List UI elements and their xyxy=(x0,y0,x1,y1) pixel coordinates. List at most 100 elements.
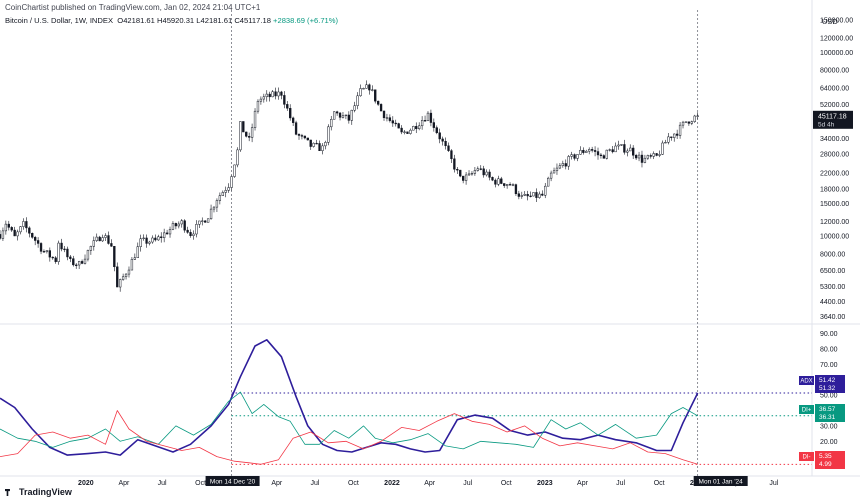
candle-body xyxy=(98,236,101,242)
candle-body xyxy=(86,250,90,260)
candle-body xyxy=(441,138,444,142)
candle-body xyxy=(353,105,356,111)
candle-body xyxy=(19,226,22,233)
candle-body xyxy=(482,168,485,176)
candle-body xyxy=(151,237,154,243)
tradingview-logo-text: TradingView xyxy=(19,487,72,497)
di-plus-value-tag-bg xyxy=(815,404,845,422)
price-tick-label: 64000.00 xyxy=(820,85,849,92)
candle-body xyxy=(476,168,479,171)
crosshair-date-label-bg xyxy=(205,476,260,486)
candle-body xyxy=(277,91,280,97)
price-tick-label: 34000.00 xyxy=(820,136,849,143)
candle-body xyxy=(324,142,327,147)
time-tick-label: Jul xyxy=(310,480,319,487)
candle-body xyxy=(63,248,66,251)
candle-body xyxy=(658,154,661,156)
time-tick-label: Oct xyxy=(348,480,359,487)
candle-body xyxy=(77,261,81,266)
time-tick-label: Oct xyxy=(654,480,665,487)
candle-body xyxy=(420,120,424,127)
candle-body xyxy=(4,223,8,232)
candle-body xyxy=(418,125,421,130)
candle-body xyxy=(350,109,353,121)
candle-body xyxy=(567,156,570,167)
candle-body xyxy=(661,142,664,155)
candle-body xyxy=(142,237,145,240)
di-plus-value-tag: 36.31 xyxy=(819,414,836,421)
candle-body xyxy=(256,100,260,112)
ohlc-change: +2838.69 (+6.71%) xyxy=(273,16,339,25)
candle-body xyxy=(570,154,573,157)
candle-body xyxy=(614,145,617,153)
di-plus-value-tag: 36.57 xyxy=(819,406,836,413)
candle-body xyxy=(365,84,368,89)
adx-line xyxy=(0,339,699,456)
candle-body xyxy=(201,220,204,222)
candle-body xyxy=(51,256,54,259)
candle-body xyxy=(154,237,157,241)
adx-value-tag-bg xyxy=(815,375,845,393)
candle-body xyxy=(248,136,251,138)
candle-body xyxy=(83,258,87,264)
candle-body xyxy=(148,241,151,244)
candle-body xyxy=(239,121,242,151)
candle-body xyxy=(406,131,409,134)
candle-body xyxy=(72,258,75,266)
ohlc-open: O42181.61 xyxy=(117,16,155,25)
candle-body xyxy=(209,208,213,220)
candle-body xyxy=(341,115,345,118)
symbol-name: Bitcoin / U.S. Dollar, 1W, INDEX xyxy=(5,16,114,25)
candle-body xyxy=(649,155,652,157)
candle-body xyxy=(69,256,72,259)
price-tick-label: 15000.00 xyxy=(820,201,849,208)
candle-body xyxy=(233,164,236,177)
candle-body xyxy=(104,235,107,238)
tradingview-logo[interactable]: TradingView xyxy=(5,487,72,497)
candle-body xyxy=(180,220,183,225)
candle-body xyxy=(678,124,682,136)
candle-body xyxy=(259,98,263,102)
candle-body xyxy=(136,246,139,258)
candle-body xyxy=(485,171,488,176)
candle-body xyxy=(505,184,509,186)
candle-body xyxy=(585,150,588,153)
candle-body xyxy=(300,135,304,137)
candle-body xyxy=(602,155,606,159)
candle-body xyxy=(520,195,523,197)
candle-body xyxy=(459,169,462,177)
candle-body xyxy=(28,227,31,234)
candle-body xyxy=(412,126,415,131)
candle-body xyxy=(640,154,644,163)
candle-body xyxy=(605,149,608,159)
candle-body xyxy=(664,142,667,144)
time-tick-label: Oct xyxy=(501,480,512,487)
candle-body xyxy=(121,276,125,280)
di-minus-value-tag-bg xyxy=(815,451,845,469)
candle-body xyxy=(110,243,113,247)
candle-body xyxy=(236,149,239,166)
candle-body xyxy=(523,194,526,196)
candle-body xyxy=(423,120,427,122)
last-price-label-bg xyxy=(813,110,853,129)
ohlc-close: C45117.18 xyxy=(234,16,271,25)
di-minus-name-tag: DI- xyxy=(803,455,811,461)
symbol-legend[interactable]: Bitcoin / U.S. Dollar, 1W, INDEX O42181.… xyxy=(5,16,338,25)
candle-body xyxy=(368,84,371,91)
candle-body xyxy=(673,133,676,138)
candle-body xyxy=(379,104,383,112)
candle-body xyxy=(242,121,245,133)
candle-body xyxy=(444,140,447,147)
candle-body xyxy=(192,233,195,236)
candle-body xyxy=(344,114,348,117)
candle-body xyxy=(667,136,670,143)
candle-body xyxy=(306,137,309,141)
candle-body xyxy=(693,115,696,122)
candle-body xyxy=(629,147,632,152)
candle-body xyxy=(690,121,693,124)
candle-body xyxy=(227,187,230,191)
time-tick-label: Jul xyxy=(616,480,625,487)
candle-body xyxy=(107,235,110,244)
candle-body xyxy=(535,192,538,198)
